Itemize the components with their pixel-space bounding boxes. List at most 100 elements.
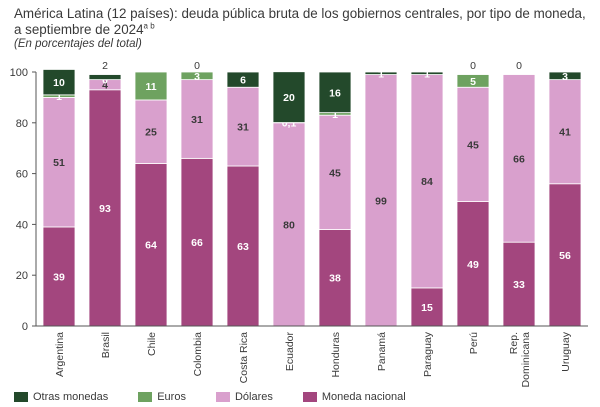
legend-swatch-otras (14, 392, 28, 402)
data-label-otras: 6 (240, 75, 246, 87)
data-label-nacional: 64 (145, 240, 157, 252)
bar-segment-otras (410, 71, 444, 75)
bar-segment-dolares (180, 79, 214, 159)
data-label-dolares: 45 (329, 167, 341, 179)
data-label-otras: 16 (329, 87, 341, 99)
data-label-nacional: 93 (99, 203, 111, 215)
title-footnote-marks: a b (143, 21, 155, 31)
data-label-euros: 5 (470, 76, 476, 88)
data-label-otras: 10 (53, 77, 65, 89)
data-label-dolares: 99 (375, 195, 387, 207)
bar-segment-dolares (364, 74, 398, 327)
bar-group: 64 25 11 (134, 71, 168, 327)
bar-segment-nacional (548, 183, 582, 327)
bar-segment-otras (42, 69, 76, 96)
bar-segment-nacional (456, 201, 490, 327)
legend-item-otras: Otras monedas (14, 391, 108, 403)
y-tick-label: 100 (10, 67, 28, 79)
bar-segment-otras (548, 71, 582, 81)
legend-swatch-nacional (302, 392, 317, 402)
legend-item-euros: Euros (138, 391, 186, 403)
chart-title: América Latina (12 países): deuda públic… (14, 6, 586, 38)
data-label-euros: 1 (56, 91, 62, 103)
data-label-otras: 1 (378, 68, 384, 80)
x-tick-label: Paraguay (422, 331, 434, 377)
x-tick-label: Argentina (54, 332, 66, 377)
data-label-dolares: 41 (559, 127, 571, 139)
bar-group: 38 45 1 16 (318, 71, 352, 327)
bar-group: 800,120 (272, 71, 306, 327)
stacked-bar-chart: 0204060801003951110Argentina93402Brasil6… (10, 60, 588, 388)
data-label-dolares: 84 (421, 176, 433, 188)
data-label-nacional: 56 (559, 250, 571, 262)
x-tick-label: Ecuador (284, 331, 296, 371)
data-label-euros: 3 (194, 71, 200, 83)
data-label-above: 0 (470, 60, 476, 72)
data-label-dolares: 31 (191, 114, 203, 126)
bar-segment-otras (88, 74, 122, 81)
legend-label-otras: Otras monedas (33, 391, 109, 403)
bar-group: 49 45 5 (456, 74, 490, 327)
y-tick-label: 0 (22, 321, 28, 333)
bar-segment-otras (364, 71, 398, 75)
data-label-dolares: 45 (467, 139, 479, 151)
bar-segment-otras (272, 71, 306, 123)
y-tick-label: 60 (16, 169, 28, 181)
x-tick-label: Dominicana (520, 332, 532, 388)
bar-group: 93 40 (88, 74, 122, 327)
legend-swatch-dolares (215, 392, 230, 402)
legend-swatch-euros (138, 392, 153, 402)
x-tick-label: Uruguay (560, 331, 572, 371)
bar-segment-nacional (42, 226, 76, 327)
x-tick-label: Honduras (330, 332, 342, 378)
bar-segment-euros (134, 71, 168, 101)
data-label-dolares: 51 (53, 157, 65, 169)
data-label-nacional: 33 (513, 279, 525, 291)
bar-group: 39 51 1 10 (42, 69, 76, 327)
title-line-2: a septiembre de 2024 (14, 22, 144, 37)
bar-segment-dolares (318, 114, 352, 230)
data-label-nacional: 63 (237, 241, 249, 253)
bar-segment-otras (226, 71, 260, 88)
bar-segment-dolares (42, 97, 76, 228)
y-tick-label: 20 (16, 270, 28, 282)
bar-segment-nacional (180, 157, 214, 327)
data-label-euros: 1 (332, 109, 338, 121)
x-tick-label: Panamá (376, 332, 388, 371)
x-tick-label: Costa Rica (238, 332, 250, 384)
data-label-dolares: 66 (513, 153, 525, 165)
data-label-otras: 3 (562, 71, 568, 83)
bar-segment-nacional (134, 163, 168, 327)
data-label-dolares: 4 (102, 80, 108, 92)
bar-segment-dolares (502, 74, 536, 243)
x-tick-label: Perú (468, 332, 480, 354)
bar-segment-dolares (548, 79, 582, 185)
data-label-nacional: 49 (467, 259, 479, 271)
bar-segment-euros (180, 71, 214, 81)
data-label-nacional: 66 (191, 237, 203, 249)
data-label-dolares: 25 (145, 127, 157, 139)
y-tick-label: 80 (16, 118, 28, 130)
bar-segment-dolares (272, 122, 306, 327)
legend-label-dolares: Dólares (234, 391, 273, 403)
chart-legend: Otras monedas Euros Dólares Moneda nacio… (14, 391, 436, 403)
x-tick-label: Rep. (508, 332, 520, 354)
data-label-euros: 11 (145, 81, 156, 93)
data-label-otras: 20 (283, 92, 295, 104)
data-label-nacional: 15 (421, 302, 433, 314)
data-label-nacional: 39 (53, 271, 65, 283)
legend-item-dolares: Dólares (215, 391, 273, 403)
bar-group: 99 1 (364, 68, 398, 327)
legend-item-nacional: Moneda nacional (302, 391, 406, 403)
bar-group: 15 84 1 (410, 68, 444, 327)
data-label-above: 2 (102, 60, 108, 72)
data-label-above: 0 (194, 60, 200, 72)
chart-subtitle: (En porcentajes del total) (14, 38, 142, 50)
bar-segment-dolares (226, 86, 260, 167)
bar-segment-euros (456, 74, 490, 88)
y-tick-label: 40 (16, 219, 28, 231)
bar-segment-otras (318, 71, 352, 114)
bar-segment-dolares (134, 99, 168, 164)
data-label-otras: 1 (424, 68, 430, 80)
data-label-dolares: 80 (283, 219, 295, 231)
